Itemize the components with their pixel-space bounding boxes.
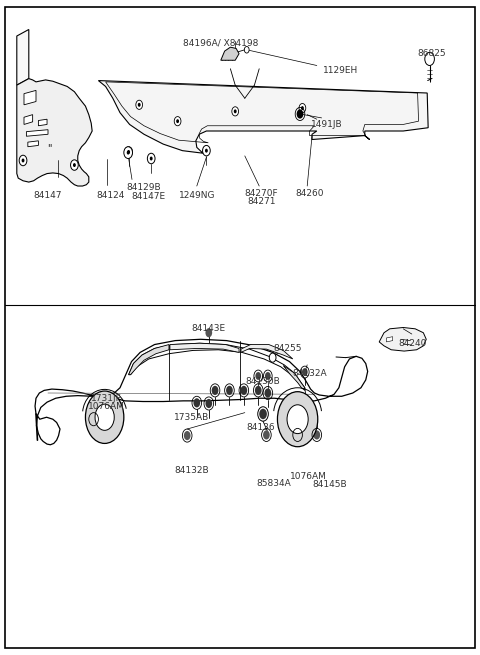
Circle shape: [124, 147, 132, 159]
Text: 86825: 86825: [418, 49, 446, 58]
Circle shape: [90, 415, 97, 424]
Circle shape: [255, 386, 262, 395]
Circle shape: [176, 119, 179, 123]
Circle shape: [150, 157, 153, 160]
Text: 84130B: 84130B: [246, 377, 280, 386]
Polygon shape: [221, 47, 239, 60]
Polygon shape: [241, 345, 293, 359]
Circle shape: [264, 388, 271, 398]
Circle shape: [203, 145, 210, 156]
Text: 84147E: 84147E: [132, 192, 166, 201]
Circle shape: [147, 153, 155, 164]
Circle shape: [232, 107, 239, 116]
Polygon shape: [17, 79, 92, 186]
Text: 1076AM: 1076AM: [290, 472, 326, 481]
Polygon shape: [379, 328, 426, 351]
Text: 84240: 84240: [398, 339, 427, 348]
Text: 84196A/ X84198: 84196A/ X84198: [183, 38, 259, 47]
Circle shape: [313, 430, 320, 440]
Polygon shape: [170, 343, 239, 352]
Circle shape: [73, 163, 76, 167]
Text: 1076AM: 1076AM: [88, 402, 125, 411]
Circle shape: [205, 328, 212, 337]
Circle shape: [85, 391, 124, 443]
Circle shape: [302, 368, 308, 376]
Circle shape: [205, 149, 208, 153]
Circle shape: [226, 386, 233, 395]
Circle shape: [212, 386, 218, 395]
Circle shape: [138, 103, 141, 107]
Circle shape: [193, 398, 200, 407]
Text: 84260: 84260: [295, 189, 324, 198]
Polygon shape: [129, 345, 169, 375]
Text: 84271: 84271: [247, 197, 276, 206]
Circle shape: [136, 100, 143, 109]
Circle shape: [299, 103, 306, 113]
Circle shape: [127, 151, 130, 155]
Circle shape: [95, 404, 114, 430]
Text: 1249NG: 1249NG: [179, 191, 215, 200]
Text: 1735AB: 1735AB: [174, 413, 210, 422]
Circle shape: [294, 430, 301, 440]
Text: 1129EH: 1129EH: [323, 66, 359, 75]
Circle shape: [71, 160, 78, 170]
Text: 84136: 84136: [246, 422, 275, 432]
Circle shape: [127, 150, 130, 154]
Circle shape: [277, 392, 318, 447]
Circle shape: [297, 109, 303, 119]
Polygon shape: [35, 339, 368, 445]
Polygon shape: [17, 29, 29, 85]
Polygon shape: [28, 141, 38, 147]
Circle shape: [425, 52, 434, 66]
Polygon shape: [283, 365, 305, 390]
Text: 84145B: 84145B: [312, 480, 347, 489]
Text: 84147: 84147: [34, 191, 62, 200]
Circle shape: [19, 155, 27, 166]
Circle shape: [265, 372, 271, 380]
Circle shape: [259, 409, 267, 419]
Polygon shape: [129, 343, 305, 388]
Text: 84270F: 84270F: [245, 189, 278, 198]
Polygon shape: [38, 119, 47, 126]
Text: 84132B: 84132B: [175, 466, 209, 475]
Circle shape: [234, 109, 237, 113]
Text: 85834A: 85834A: [256, 479, 291, 488]
Circle shape: [263, 430, 270, 440]
Text: 1731JF: 1731JF: [91, 394, 122, 403]
Circle shape: [22, 159, 24, 162]
Circle shape: [205, 399, 212, 408]
Text: ": ": [48, 144, 56, 154]
Text: 1491JB: 1491JB: [311, 120, 342, 129]
Polygon shape: [24, 115, 33, 124]
Polygon shape: [26, 130, 48, 136]
Circle shape: [184, 431, 191, 440]
Circle shape: [287, 405, 308, 434]
Text: 84255: 84255: [274, 344, 302, 353]
Polygon shape: [24, 90, 36, 105]
Text: 84132A: 84132A: [292, 369, 327, 378]
Circle shape: [255, 372, 261, 380]
Text: 84143E: 84143E: [192, 324, 226, 333]
Circle shape: [244, 47, 249, 53]
Polygon shape: [386, 337, 393, 342]
Circle shape: [174, 117, 181, 126]
Circle shape: [125, 147, 132, 157]
Polygon shape: [98, 81, 428, 154]
Text: 84124: 84124: [96, 191, 125, 200]
Text: 84129B: 84129B: [127, 183, 161, 192]
Circle shape: [269, 353, 276, 362]
Circle shape: [240, 386, 247, 395]
Circle shape: [301, 106, 304, 110]
